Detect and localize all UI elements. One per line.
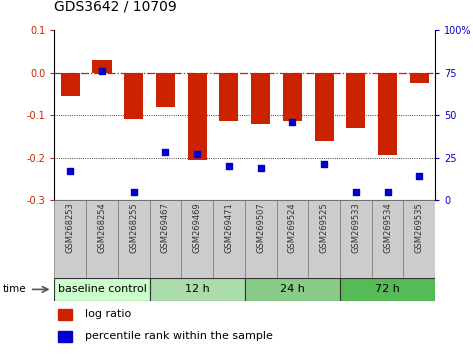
- Bar: [340, 278, 435, 301]
- Point: [320, 161, 328, 167]
- Text: GSM269534: GSM269534: [383, 202, 392, 253]
- Point: [98, 68, 106, 74]
- Point: [257, 165, 264, 171]
- Text: GSM269525: GSM269525: [320, 202, 329, 253]
- Bar: [93, 60, 112, 73]
- Text: 72 h: 72 h: [375, 284, 400, 295]
- Text: time: time: [2, 284, 26, 295]
- Bar: [378, 73, 397, 155]
- Text: baseline control: baseline control: [58, 284, 147, 295]
- Bar: [410, 73, 429, 83]
- Bar: [149, 278, 245, 301]
- Text: GSM269535: GSM269535: [415, 202, 424, 253]
- Text: GSM269533: GSM269533: [351, 202, 360, 253]
- Point: [162, 150, 169, 155]
- Bar: [58, 331, 72, 342]
- Bar: [188, 73, 207, 160]
- Bar: [118, 200, 149, 278]
- Text: GSM269524: GSM269524: [288, 202, 297, 253]
- Bar: [315, 73, 333, 141]
- Bar: [54, 278, 149, 301]
- Bar: [277, 200, 308, 278]
- Bar: [86, 200, 118, 278]
- Bar: [403, 200, 435, 278]
- Text: percentile rank within the sample: percentile rank within the sample: [85, 331, 273, 341]
- Bar: [245, 278, 340, 301]
- Bar: [283, 73, 302, 121]
- Bar: [251, 73, 270, 124]
- Bar: [219, 73, 238, 121]
- Point: [67, 168, 74, 174]
- Text: GSM269469: GSM269469: [193, 202, 201, 253]
- Bar: [124, 73, 143, 119]
- Text: GSM268255: GSM268255: [129, 202, 138, 253]
- Text: GDS3642 / 10709: GDS3642 / 10709: [54, 0, 177, 13]
- Text: GSM268254: GSM268254: [97, 202, 106, 253]
- Text: GSM268253: GSM268253: [66, 202, 75, 253]
- Text: GSM269471: GSM269471: [224, 202, 233, 253]
- Bar: [58, 309, 72, 320]
- Text: 12 h: 12 h: [185, 284, 210, 295]
- Bar: [149, 200, 181, 278]
- Bar: [245, 200, 277, 278]
- Point: [130, 189, 138, 194]
- Point: [415, 173, 423, 179]
- Point: [225, 163, 233, 169]
- Point: [289, 119, 296, 125]
- Point: [384, 189, 391, 194]
- Bar: [346, 73, 365, 128]
- Point: [352, 189, 359, 194]
- Bar: [61, 73, 80, 96]
- Text: 24 h: 24 h: [280, 284, 305, 295]
- Text: GSM269507: GSM269507: [256, 202, 265, 253]
- Point: [193, 151, 201, 157]
- Bar: [340, 200, 372, 278]
- Bar: [213, 200, 245, 278]
- Bar: [156, 73, 175, 107]
- Bar: [372, 200, 403, 278]
- Text: GSM269467: GSM269467: [161, 202, 170, 253]
- Bar: [181, 200, 213, 278]
- Bar: [54, 200, 86, 278]
- Bar: [308, 200, 340, 278]
- Text: log ratio: log ratio: [85, 309, 131, 319]
